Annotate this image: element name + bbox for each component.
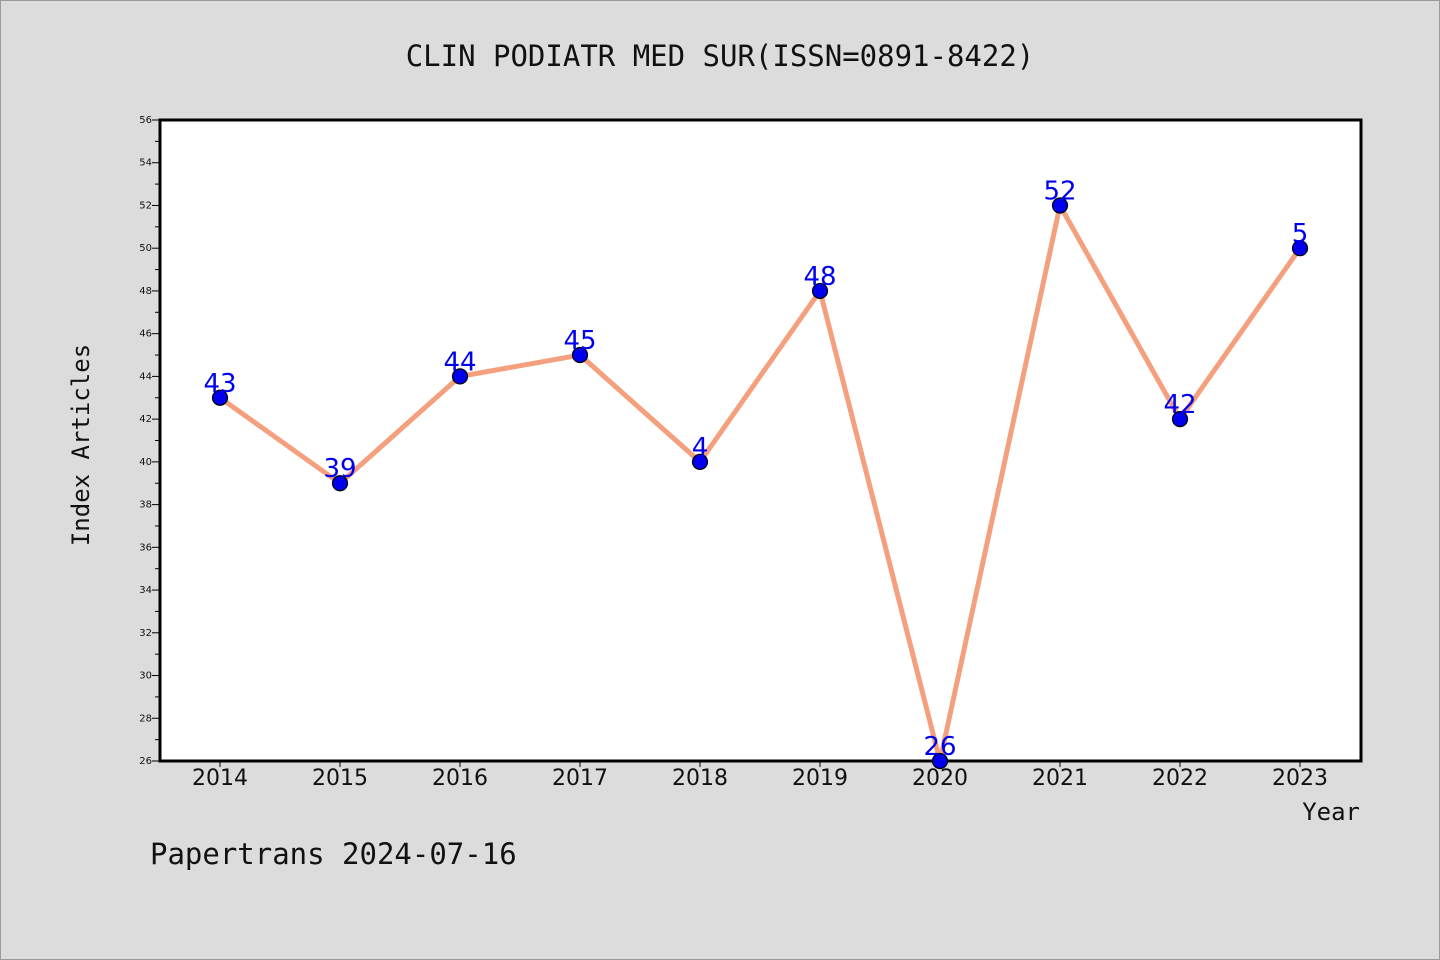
x-tick-label: 2015 xyxy=(312,766,368,791)
y-axis-label: Index Articles xyxy=(67,344,95,546)
data-label: 45 xyxy=(563,326,596,356)
y-tick-label: 30 xyxy=(139,671,152,682)
footer-text: Papertrans 2024-07-16 xyxy=(150,837,517,871)
x-tick-label: 2020 xyxy=(912,766,968,791)
y-tick-label: 44 xyxy=(139,371,152,382)
chart-title: CLIN PODIATR MED SUR(ISSN=0891-8422) xyxy=(406,39,1035,73)
y-tick-label: 34 xyxy=(139,585,152,596)
data-point xyxy=(571,346,589,364)
data-point xyxy=(691,453,709,470)
data-point xyxy=(931,752,949,770)
data-label: 39 xyxy=(323,454,356,484)
data-label: 26 xyxy=(923,732,956,762)
y-tick-label: 40 xyxy=(139,457,152,468)
y-tick-label: 56 xyxy=(139,115,152,126)
x-tick-label: 2019 xyxy=(792,766,848,791)
data-point xyxy=(1291,240,1309,257)
data-label: 44 xyxy=(443,347,476,377)
x-tick-label: 2017 xyxy=(552,766,608,791)
y-tick-label: 32 xyxy=(139,628,152,639)
data-label: 4 xyxy=(692,433,709,463)
y-tick-label: 36 xyxy=(139,542,152,553)
data-points xyxy=(211,197,1309,770)
y-tick-label: 28 xyxy=(139,713,152,724)
data-labels: 43 39 44 45 4 48 26 52 42 5 xyxy=(203,176,1308,762)
y-tick-label: 46 xyxy=(139,329,152,340)
data-point xyxy=(1051,197,1069,214)
data-point xyxy=(451,368,469,385)
x-tick-label: 2018 xyxy=(672,766,728,791)
y-tick-label: 52 xyxy=(139,200,152,211)
series-polyline xyxy=(217,202,1303,764)
y-tick-label: 54 xyxy=(139,158,152,169)
y-tick-label: 42 xyxy=(139,414,152,425)
x-tick-label: 2023 xyxy=(1272,766,1328,791)
y-axis: 26 28 30 32 34 36 38 40 42 44 46 48 50 52 54 56 xyxy=(139,115,160,767)
y-tick-label: 50 xyxy=(139,243,152,254)
y-tick-label: 26 xyxy=(139,756,152,767)
data-label: 5 xyxy=(1292,219,1309,249)
data-label: 43 xyxy=(203,369,236,399)
data-label: 42 xyxy=(1163,390,1196,420)
data-label: 52 xyxy=(1043,176,1076,206)
plot-area xyxy=(158,118,1363,763)
data-label: 48 xyxy=(803,262,836,292)
data-point xyxy=(811,282,829,300)
x-tick-label: 2022 xyxy=(1152,766,1208,791)
x-axis: 2014 2015 2016 2017 2018 2019 2020 2021 2022 2023 xyxy=(192,761,1328,791)
series-line xyxy=(217,202,1303,764)
data-point xyxy=(211,389,229,406)
x-tick-label: 2014 xyxy=(192,766,248,791)
y-tick-label: 38 xyxy=(139,500,152,511)
y-tick-label: 48 xyxy=(139,286,152,297)
x-tick-label: 2021 xyxy=(1032,766,1088,791)
x-tick-label: 2016 xyxy=(432,766,488,791)
x-axis-label: Year xyxy=(1302,798,1360,826)
data-point xyxy=(331,475,349,492)
data-point xyxy=(1171,411,1189,428)
